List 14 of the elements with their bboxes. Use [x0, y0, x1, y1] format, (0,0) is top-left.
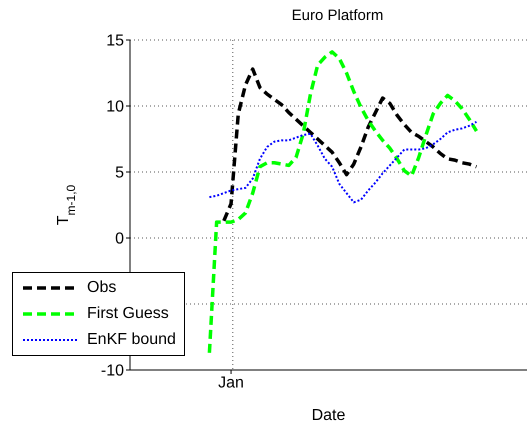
chart-title: Euro Platform	[290, 7, 384, 24]
line-series	[208, 120, 478, 204]
y-tick-label: -10	[100, 362, 124, 380]
x-axis-title: Date	[312, 407, 346, 422]
y-tick-label: 10	[106, 98, 124, 116]
y-tick-label: 5	[115, 164, 124, 182]
legend-label: EnKF bound	[87, 331, 176, 349]
y-tick-label: 0	[115, 230, 124, 248]
legend-label: First Guess	[87, 305, 169, 323]
line-series	[208, 50, 478, 355]
line-series	[222, 67, 478, 223]
x-tick-label: Jan	[218, 374, 244, 392]
y-tick-label: 15	[106, 32, 124, 50]
legend-label: Obs	[87, 279, 116, 297]
